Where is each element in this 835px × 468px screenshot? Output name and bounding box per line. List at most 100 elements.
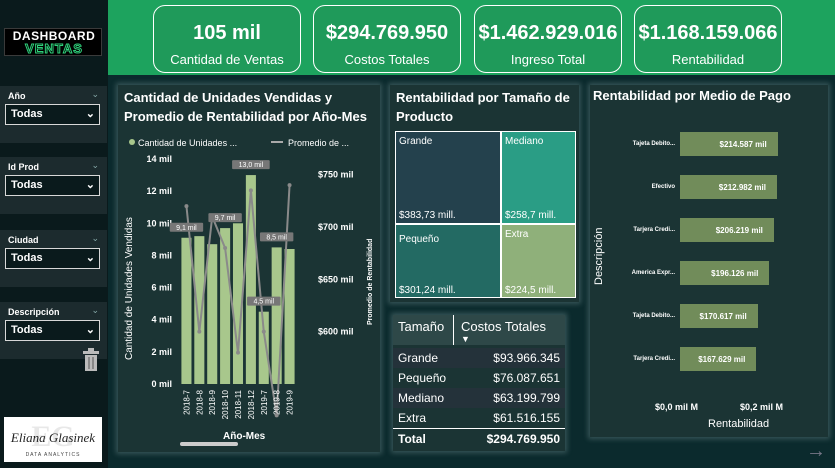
kpi-value: $1.168.159.066: [638, 22, 778, 44]
chevron-down-icon[interactable]: ⌄: [91, 89, 99, 99]
bar: [207, 244, 218, 384]
y-right-tick-label: $700 mil: [318, 222, 354, 232]
y-left-tick-label: 4 mil: [151, 315, 172, 325]
chevron-down-icon[interactable]: ⌄: [91, 305, 99, 315]
table-row: Mediano $63.199.799: [393, 388, 565, 408]
payment-bar[interactable]: [680, 304, 758, 328]
table-total-row: Total $294.769.950: [393, 428, 565, 448]
data-label-bg: [247, 296, 281, 306]
kpi-label: Rentabilidad: [671, 52, 745, 67]
id-prod-dropdown[interactable]: Todas ⌄: [5, 175, 100, 196]
cell-value: $258,7 mill.: [505, 210, 557, 221]
kpi-card: $1.168.159.066 Rentabilidad: [634, 5, 782, 73]
filter-label: Ciudad: [8, 235, 39, 245]
horizontal-scrollbar[interactable]: [180, 442, 238, 446]
payment-bar[interactable]: [680, 132, 778, 156]
payment-y-axis-label: Descripción: [593, 227, 605, 285]
bar: [284, 249, 295, 384]
bar: [258, 311, 269, 384]
data-label: 9,1 mil: [176, 225, 197, 232]
y-left-tick-label: 0 mil: [151, 379, 172, 389]
kpi-value: $1.462.929.016: [478, 22, 618, 44]
kpi-value: 105 mil: [193, 22, 261, 44]
payment-value-label: $212.982 mil: [718, 183, 766, 192]
bar: [220, 228, 231, 384]
signature-name: Eliana Glasinek: [10, 430, 96, 445]
y-axis-left-label: Cantidad de Unidades Vendidas: [124, 217, 135, 360]
total-label: Total: [398, 432, 426, 446]
x-tick-label: 2018-8: [195, 389, 204, 414]
payment-bar[interactable]: [680, 175, 777, 199]
x-tick-label: 2019-9: [286, 389, 295, 414]
x-tick-label: 2018-10: [221, 389, 230, 419]
chevron-down-icon[interactable]: ⌄: [91, 233, 99, 243]
payment-bar[interactable]: [680, 218, 774, 242]
treemap-panel: Rentabilidad por Tamaño de Producto Gran…: [390, 85, 579, 302]
dashboard-logo: DASHBOARD VENTAS: [4, 28, 102, 57]
filter-label: Año: [8, 91, 26, 101]
cell-name: Grande: [399, 136, 433, 147]
costs-table: Tamaño Costos Totales ▼ Grande $93.966.3…: [393, 315, 565, 451]
cell-costos: $93.966.345: [493, 351, 560, 365]
header-costos[interactable]: Costos Totales: [461, 319, 547, 334]
payment-category-label: Tarjera Credi...: [633, 356, 675, 362]
treemap-cell-extra[interactable]: Extra $224,5 mill.: [501, 224, 576, 298]
kpi-card: $294.769.950 Costos Totales: [313, 5, 461, 73]
cell-costos: $76.087.651: [493, 371, 560, 385]
payment-x-axis-label: Rentabilidad: [708, 418, 770, 430]
anio-dropdown[interactable]: Todas ⌄: [5, 104, 100, 125]
chevron-down-icon: ⌄: [85, 179, 95, 191]
cell-value: $301,24 mill.: [399, 285, 456, 296]
payment-value-label: $170.617 mil: [699, 312, 747, 321]
y-left-tick-label: 8 mil: [151, 250, 172, 260]
line-point: [287, 183, 292, 188]
chevron-down-icon[interactable]: ⌄: [91, 160, 99, 170]
filter-label: Descripción: [8, 307, 60, 317]
treemap-title-line2: Producto: [396, 109, 454, 124]
payment-value-label: $206.219 mil: [715, 226, 763, 235]
kpi-label: Costos Totales: [344, 52, 430, 67]
bar: [194, 236, 205, 384]
payment-bar[interactable]: [680, 261, 770, 285]
x-tick-label: $0,0 mil M: [655, 402, 699, 412]
cell-tamano: Mediano: [398, 391, 445, 405]
payment-bar[interactable]: [680, 347, 757, 371]
total-value: $294.769.950: [486, 432, 560, 446]
treemap-cell-mediano[interactable]: Mediano $258,7 mill.: [501, 131, 576, 224]
payment-category-label: Tajeta Debito...: [632, 313, 675, 319]
treemap-cell-grande[interactable]: Grande $383,73 mill.: [395, 131, 501, 224]
payment-value-label: $196.126 mil: [711, 269, 759, 278]
combo-title-line2: Promedio de Rentabilidad por Año-Mes: [124, 109, 367, 124]
y-left-tick-label: 2 mil: [151, 347, 172, 357]
logo-line1: DASHBOARD: [12, 29, 96, 43]
sidebar: DASHBOARD VENTAS Año ⌄ Todas ⌄ Id Prod ⌄ …: [0, 0, 108, 468]
trash-icon[interactable]: [82, 348, 100, 372]
chevron-down-icon: ⌄: [85, 108, 95, 120]
data-label: 9,7 mil: [215, 215, 236, 222]
cell-value: $383,73 mill.: [399, 210, 456, 221]
line-point: [261, 329, 266, 334]
y-left-tick-label: 12 mil: [146, 186, 172, 196]
ciudad-dropdown[interactable]: Todas ⌄: [5, 248, 100, 269]
payment-title: Rentabilidad por Medio de Pago: [593, 88, 791, 103]
y-left-tick-label: 10 mil: [146, 218, 172, 228]
next-page-arrow-icon[interactable]: →: [806, 440, 826, 462]
chevron-down-icon: ⌄: [85, 252, 95, 264]
y-right-tick-label: $750 mil: [318, 170, 354, 180]
filter-ciudad: Ciudad ⌄ Todas ⌄: [0, 230, 107, 287]
kpi-value: $294.769.950: [325, 22, 449, 44]
data-label-bg: [259, 232, 294, 242]
descripcion-dropdown[interactable]: Todas ⌄: [5, 320, 100, 341]
treemap-cell-pequeno[interactable]: Pequeño $301,24 mill.: [395, 224, 501, 298]
treemap-title-line1: Rentabilidad por Tamaño de: [396, 90, 570, 105]
y-right-tick-label: $650 mil: [318, 274, 354, 284]
x-tick-label: 2018-7: [182, 389, 191, 414]
signature-subtitle: DATA ANALYTICS: [25, 452, 81, 458]
legend-profit: Promedio de ...: [288, 138, 349, 148]
header-tamano[interactable]: Tamaño: [398, 319, 445, 334]
sort-desc-icon[interactable]: ▼: [461, 334, 470, 344]
kpi-label: Cantidad de Ventas: [170, 52, 284, 67]
table-row: Grande $93.966.345: [393, 348, 565, 368]
line-point: [248, 188, 253, 193]
data-label-bg: [169, 222, 204, 232]
